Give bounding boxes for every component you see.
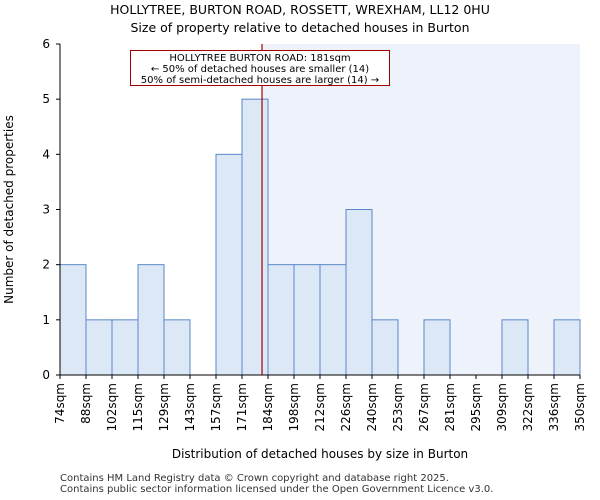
x-tick-label: 102sqm xyxy=(105,383,119,431)
footer-copyright: Contains HM Land Registry data © Crown c… xyxy=(60,473,449,484)
annotation-line-3: 50% of semi-detached houses are larger (… xyxy=(140,75,380,86)
x-tick-label: 322sqm xyxy=(521,383,535,431)
histogram-bar xyxy=(111,319,139,376)
property-annotation: HOLLYTREE BURTON ROAD: 181sqm ← 50% of d… xyxy=(130,50,390,86)
x-tick-label: 267sqm xyxy=(417,383,431,431)
histogram-bar xyxy=(267,264,295,376)
histogram-bar xyxy=(59,264,87,376)
annotation-line-1: HOLLYTREE BURTON ROAD: 181sqm xyxy=(169,53,351,64)
annotation-line-2: ← 50% of detached houses are smaller (14… xyxy=(150,64,370,75)
histogram-bar xyxy=(501,319,529,376)
y-tick-label: 5 xyxy=(42,92,50,106)
x-tick-label: 129sqm xyxy=(157,383,171,431)
x-tick-label: 184sqm xyxy=(261,383,275,431)
footer-licence: Contains public sector information licen… xyxy=(60,484,494,495)
x-tick-label: 253sqm xyxy=(391,383,405,431)
y-tick-label: 0 xyxy=(42,368,50,382)
histogram-bar xyxy=(371,319,399,376)
x-tick-label: 198sqm xyxy=(287,383,301,431)
x-tick-label: 226sqm xyxy=(339,383,353,431)
histogram-bar xyxy=(345,209,373,376)
x-tick-label: 157sqm xyxy=(209,383,223,431)
x-tick-label: 295sqm xyxy=(469,383,483,431)
histogram-bar xyxy=(215,153,243,376)
histogram-bar xyxy=(241,98,269,376)
x-tick-label: 212sqm xyxy=(313,383,327,431)
histogram-bar xyxy=(293,264,321,376)
histogram-bar xyxy=(553,319,581,376)
chart-title: HOLLYTREE, BURTON ROAD, ROSSETT, WREXHAM… xyxy=(110,2,490,17)
x-tick-label: 143sqm xyxy=(183,383,197,431)
x-tick-label: 115sqm xyxy=(131,383,145,431)
x-tick-label: 88sqm xyxy=(79,383,93,424)
histogram-bar xyxy=(85,319,113,376)
histogram-bar xyxy=(163,319,191,376)
histogram-bar xyxy=(423,319,451,376)
y-tick-label: 1 xyxy=(42,313,50,327)
x-tick-label: 309sqm xyxy=(495,383,509,431)
x-tick-label: 240sqm xyxy=(365,383,379,431)
x-tick-label: 336sqm xyxy=(547,383,561,431)
y-tick-label: 4 xyxy=(42,147,50,161)
x-tick-label: 74sqm xyxy=(53,383,67,424)
x-tick-label: 171sqm xyxy=(235,383,249,431)
histogram-bar xyxy=(319,264,347,376)
y-tick-label: 6 xyxy=(42,37,50,51)
x-tick-label: 350sqm xyxy=(573,383,587,431)
y-tick-label: 2 xyxy=(42,258,50,272)
x-axis-label: Distribution of detached houses by size … xyxy=(172,447,468,461)
chart-subtitle: Size of property relative to detached ho… xyxy=(130,20,470,35)
y-axis-label: Number of detached properties xyxy=(2,115,16,304)
y-tick-label: 3 xyxy=(42,203,50,217)
x-tick-label: 281sqm xyxy=(443,383,457,431)
histogram-bar xyxy=(137,264,165,376)
